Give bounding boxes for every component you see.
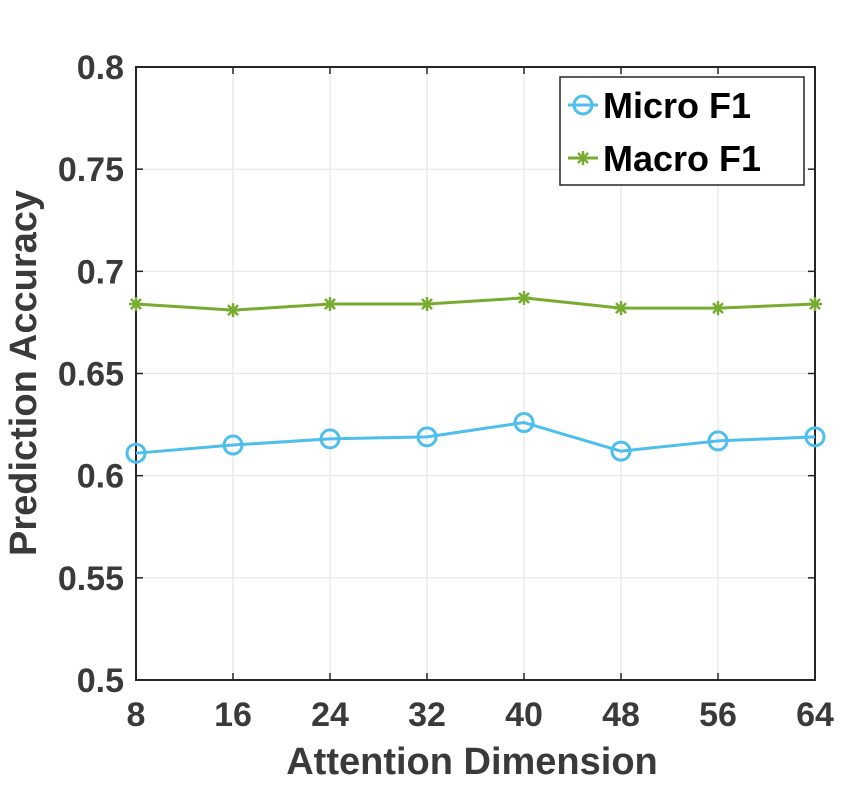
x-tick-label: 8 — [127, 696, 146, 734]
data-point-macro-f1 — [420, 297, 434, 312]
data-point-macro-f1 — [517, 290, 531, 305]
legend-marker-symbol — [576, 151, 590, 165]
legend-marker-symbol — [572, 94, 594, 116]
data-point-micro-f1 — [222, 434, 244, 456]
data-point-macro-f1 — [711, 301, 725, 316]
y-axis-tick-labels: 0.5 0.55 0.6 0.65 0.7 0.75 0.8 — [58, 49, 124, 700]
legend-label-macro-f1: Macro F1 — [603, 138, 761, 179]
y-tick-label: 0.8 — [77, 49, 124, 87]
x-tick-label: 16 — [214, 696, 252, 734]
axis-ticks — [135, 66, 816, 681]
x-tick-label: 24 — [311, 696, 349, 734]
data-point-micro-f1 — [707, 430, 729, 452]
y-tick-label: 0.65 — [58, 356, 124, 394]
asterisk-stroke — [809, 298, 821, 310]
data-point-macro-f1 — [323, 297, 337, 312]
legend-label-micro-f1: Micro F1 — [603, 85, 751, 126]
x-axis-tick-labels: 8 16 24 32 40 48 56 64 — [127, 696, 834, 734]
asterisk-stroke — [421, 298, 433, 310]
data-point-micro-f1 — [319, 428, 341, 450]
series-micro-f1 — [125, 412, 826, 464]
x-tick-label: 40 — [505, 696, 543, 734]
asterisk-stroke — [712, 302, 724, 315]
y-tick-label: 0.6 — [77, 458, 124, 496]
data-point-micro-f1 — [804, 426, 826, 448]
legend-box — [559, 76, 805, 186]
x-tick-label: 32 — [408, 696, 446, 734]
data-point-micro-f1 — [610, 440, 632, 462]
data-point-macro-f1 — [614, 301, 628, 316]
legend-entry-macro-f1: Macro F1 — [568, 138, 761, 179]
data-point-macro-f1 — [808, 297, 822, 312]
asterisk-stroke — [130, 298, 142, 310]
data-point-micro-f1 — [416, 426, 438, 448]
x-axis-title: Attention Dimension — [286, 741, 658, 783]
legend-marker-micro-f1 — [572, 94, 594, 116]
data-point-micro-f1 — [125, 442, 147, 464]
data-point-micro-f1 — [513, 412, 535, 434]
x-tick-label: 48 — [602, 696, 640, 734]
asterisk-stroke — [227, 304, 239, 317]
asterisk-stroke — [577, 152, 589, 164]
series-line-macro-f1 — [135, 296, 816, 312]
asterisk-stroke — [324, 298, 336, 310]
legend-entry-micro-f1: Micro F1 — [568, 85, 751, 126]
x-tick-label: 56 — [699, 696, 737, 734]
y-tick-label: 0.5 — [77, 662, 124, 700]
legend-marker-macro-f1 — [576, 151, 590, 165]
series-line-micro-f1 — [135, 421, 816, 455]
y-tick-label: 0.7 — [77, 253, 124, 291]
data-point-macro-f1 — [226, 303, 240, 318]
series-layer — [125, 290, 826, 464]
y-axis-title: Prediction Accuracy — [3, 190, 45, 556]
data-point-macro-f1 — [129, 297, 143, 312]
asterisk-stroke — [518, 291, 530, 304]
y-tick-label: 0.75 — [58, 151, 124, 189]
x-tick-label: 64 — [796, 696, 834, 734]
series-macro-f1 — [129, 290, 822, 318]
legend: Micro F1 Macro F1 — [559, 76, 805, 186]
y-tick-label: 0.55 — [58, 560, 124, 598]
asterisk-stroke — [615, 302, 627, 315]
